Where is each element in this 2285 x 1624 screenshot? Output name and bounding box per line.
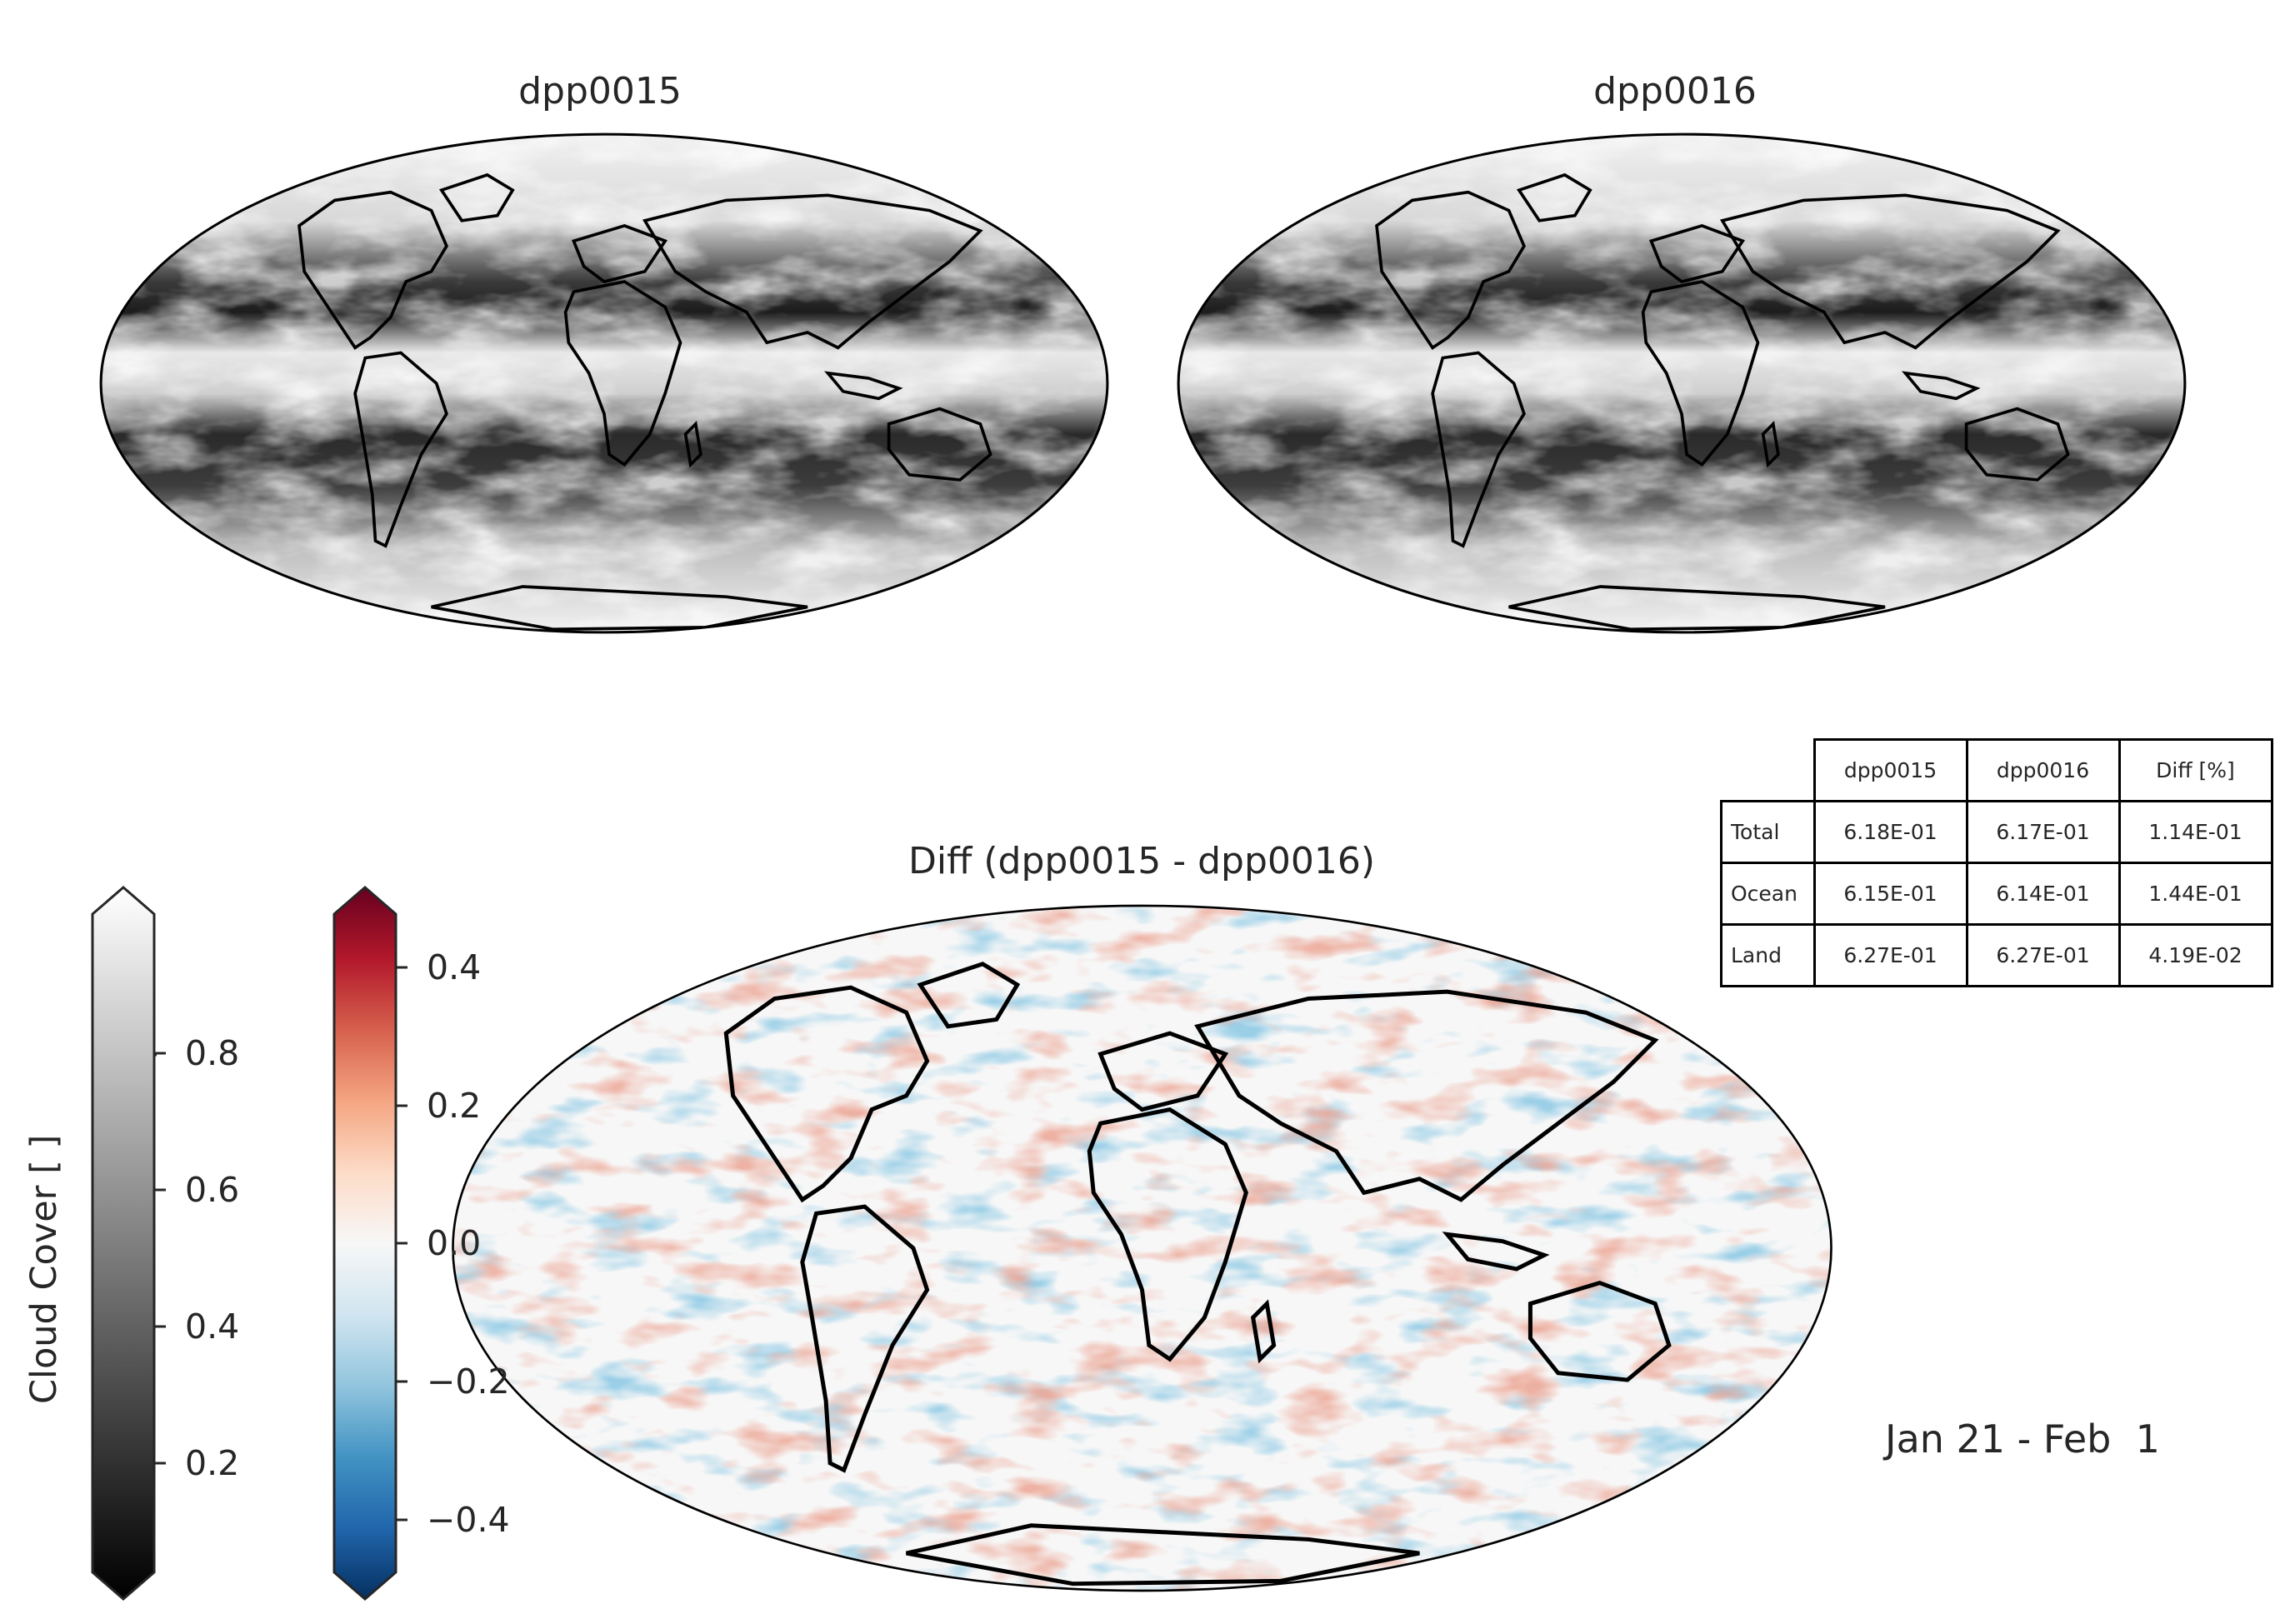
date-range-label: Jan 21 - Feb 1	[1885, 1417, 2160, 1462]
row-header: Land	[1720, 923, 1816, 987]
table-cell: 1.14E-01	[2118, 800, 2273, 864]
cloud-tick-0.4: 0.4	[185, 1307, 240, 1347]
map-dpp0015	[99, 132, 1109, 634]
colorbar-cloud-label: Cloud Cover [ ]	[23, 1134, 65, 1404]
table-cell: 6.14E-01	[1965, 862, 2121, 926]
table-cell: 6.18E-01	[1812, 800, 1968, 864]
row-header: Ocean	[1720, 862, 1816, 926]
table-cell: 6.17E-01	[1965, 800, 2121, 864]
cloud-tick-0.8: 0.8	[185, 1033, 240, 1073]
table-cell: 4.19E-02	[2118, 923, 2273, 987]
colorbar-diff-ticks	[396, 966, 408, 1522]
cloud-tick-0.6: 0.6	[185, 1170, 240, 1210]
map-dpp0016	[1177, 132, 2187, 634]
left-map-title: dpp0015	[518, 70, 682, 112]
table-row: Land 6.27E-01 6.27E-01 4.19E-02	[1720, 923, 2273, 987]
row-header: Total	[1720, 800, 1816, 864]
table-cell: 6.27E-01	[1812, 923, 1968, 987]
diff-tick-0.2: 0.2	[427, 1086, 482, 1126]
map-diff	[452, 904, 1832, 1592]
column-header: dpp0016	[1965, 738, 2121, 802]
right-map-title: dpp0016	[1593, 70, 1757, 112]
table-cell: 1.44E-01	[2118, 862, 2273, 926]
diff-tick-0.0: 0.0	[427, 1223, 482, 1263]
colorbar-cloud-cover	[91, 886, 157, 1601]
cloud-tick-0.2: 0.2	[185, 1443, 240, 1483]
diff-tick-neg-0.2: −0.2	[427, 1362, 510, 1402]
table-row: Ocean 6.15E-01 6.14E-01 1.44E-01	[1720, 862, 2273, 926]
column-header: Diff [%]	[2118, 738, 2273, 802]
colorbar-diff	[332, 886, 398, 1601]
colorbar-cloud-ticks	[154, 1052, 166, 1465]
stats-table: dpp0015 dpp0016 Diff [%] Total 6.18E-01 …	[1720, 738, 2273, 987]
table-corner	[1721, 739, 1816, 802]
diff-map-title: Diff (dpp0015 - dpp0016)	[908, 840, 1376, 882]
diff-tick-neg-0.4: −0.4	[427, 1500, 510, 1540]
table-row: Total 6.18E-01 6.17E-01 1.14E-01	[1720, 800, 2273, 864]
column-header: dpp0015	[1812, 738, 1968, 802]
diff-tick-0.4: 0.4	[427, 947, 482, 987]
table-cell: 6.15E-01	[1812, 862, 1968, 926]
table-cell: 6.27E-01	[1965, 923, 2121, 987]
table-header-row: dpp0015 dpp0016 Diff [%]	[1721, 738, 2273, 802]
